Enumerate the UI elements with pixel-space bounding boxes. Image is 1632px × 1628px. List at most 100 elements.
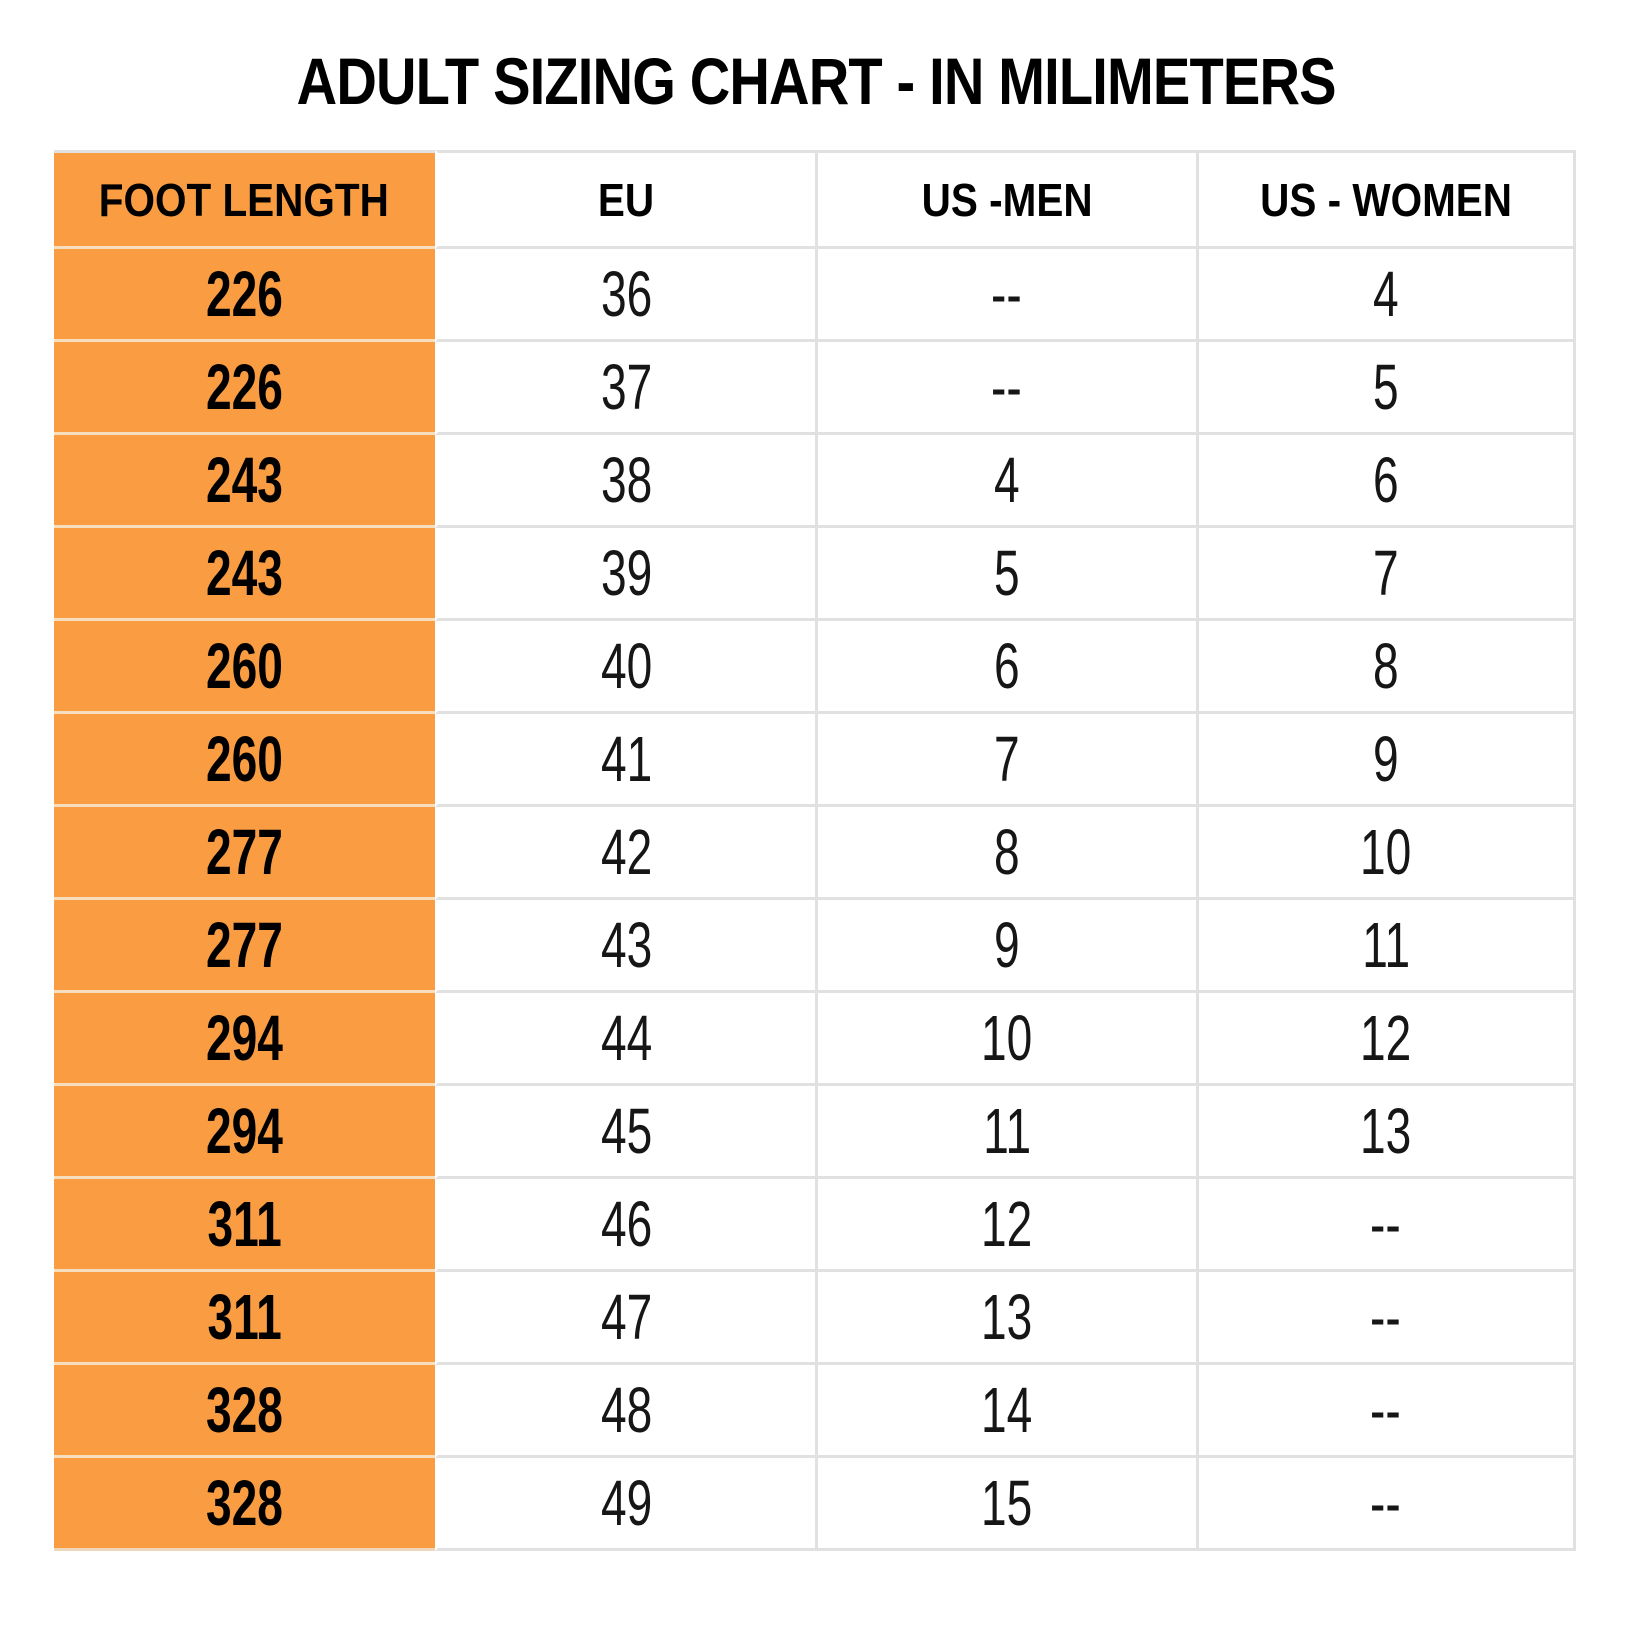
table-row: 294 45 11 13: [54, 1086, 1576, 1179]
cell-value: --: [1370, 1374, 1402, 1446]
cell-us-women: 7: [1195, 528, 1576, 621]
cell-value: 7: [993, 723, 1020, 795]
cell-eu: 44: [434, 993, 815, 1086]
cell-value: 311: [207, 1188, 282, 1260]
cell-value: 4: [993, 444, 1020, 516]
cell-value: 47: [600, 1281, 652, 1353]
table-row: 328 48 14 --: [54, 1365, 1576, 1458]
cell-value: 243: [205, 444, 283, 516]
table-row: 277 42 8 10: [54, 807, 1576, 900]
cell-value: 43: [600, 909, 652, 981]
cell-value: 12: [981, 1188, 1033, 1260]
cell-value: 294: [205, 1002, 283, 1074]
cell-value: 46: [600, 1188, 652, 1260]
cell-value: 226: [205, 258, 283, 330]
cell-value: 260: [205, 723, 283, 795]
table-row: 260 41 7 9: [54, 714, 1576, 807]
cell-us-men: 5: [815, 528, 1196, 621]
table-row: 226 36 -- 4: [54, 249, 1576, 342]
header-label: FOOT LENGTH: [99, 173, 390, 226]
page-title-text: ADULT SIZING CHART - IN MILIMETERS: [296, 44, 1336, 118]
cell-value: 5: [1372, 351, 1399, 423]
cell-value: 45: [600, 1095, 652, 1167]
cell-eu: 46: [434, 1179, 815, 1272]
cell-value: 6: [993, 630, 1020, 702]
cell-us-men: 6: [815, 621, 1196, 714]
cell-value: 9: [1372, 723, 1399, 795]
cell-us-women: 5: [1195, 342, 1576, 435]
cell-value: 10: [1360, 816, 1412, 888]
table-row: 277 43 9 11: [54, 900, 1576, 993]
cell-value: 13: [1360, 1095, 1412, 1167]
cell-us-men: 11: [815, 1086, 1196, 1179]
cell-value: 11: [1361, 909, 1410, 981]
table-row: 311 47 13 --: [54, 1272, 1576, 1365]
cell-value: 11: [982, 1095, 1031, 1167]
table-row: 226 37 -- 5: [54, 342, 1576, 435]
cell-eu: 39: [434, 528, 815, 621]
cell-value: --: [1370, 1467, 1402, 1539]
cell-us-men: 4: [815, 435, 1196, 528]
cell-value: 260: [205, 630, 283, 702]
table-row: 243 38 4 6: [54, 435, 1576, 528]
cell-eu: 45: [434, 1086, 815, 1179]
cell-us-women: 13: [1195, 1086, 1576, 1179]
cell-foot-length: 328: [54, 1458, 435, 1551]
cell-value: --: [991, 258, 1023, 330]
cell-value: 277: [205, 816, 283, 888]
cell-value: 37: [600, 351, 652, 423]
cell-value: 7: [1372, 537, 1399, 609]
cell-eu: 41: [434, 714, 815, 807]
cell-value: 39: [600, 537, 652, 609]
table-row: 328 49 15 --: [54, 1458, 1576, 1551]
cell-value: 48: [600, 1374, 652, 1446]
table-row: 294 44 10 12: [54, 993, 1576, 1086]
cell-us-men: 15: [815, 1458, 1196, 1551]
cell-us-women: 4: [1195, 249, 1576, 342]
cell-us-women: 6: [1195, 435, 1576, 528]
cell-value: 49: [600, 1467, 652, 1539]
cell-value: 10: [981, 1002, 1033, 1074]
cell-foot-length: 294: [54, 993, 435, 1086]
cell-eu: 38: [434, 435, 815, 528]
cell-us-men: 7: [815, 714, 1196, 807]
cell-value: 311: [207, 1281, 282, 1353]
cell-value: 14: [981, 1374, 1033, 1446]
cell-value: 5: [993, 537, 1020, 609]
cell-foot-length: 260: [54, 714, 435, 807]
cell-eu: 49: [434, 1458, 815, 1551]
cell-value: 328: [205, 1467, 283, 1539]
cell-value: --: [1370, 1188, 1402, 1260]
cell-foot-length: 311: [54, 1272, 435, 1365]
cell-us-women: 9: [1195, 714, 1576, 807]
cell-eu: 40: [434, 621, 815, 714]
cell-value: 226: [205, 351, 283, 423]
cell-value: 8: [1372, 630, 1399, 702]
cell-us-men: 8: [815, 807, 1196, 900]
cell-value: 8: [993, 816, 1020, 888]
table-row: 243 39 5 7: [54, 528, 1576, 621]
cell-value: 42: [600, 816, 652, 888]
cell-us-men: --: [815, 342, 1196, 435]
cell-value: 36: [600, 258, 652, 330]
cell-eu: 36: [434, 249, 815, 342]
cell-foot-length: 243: [54, 528, 435, 621]
cell-value: --: [1370, 1281, 1402, 1353]
cell-us-men: 13: [815, 1272, 1196, 1365]
cell-foot-length: 226: [54, 342, 435, 435]
page-title: ADULT SIZING CHART - IN MILIMETERS: [0, 48, 1632, 114]
cell-foot-length: 311: [54, 1179, 435, 1272]
cell-foot-length: 260: [54, 621, 435, 714]
cell-foot-length: 328: [54, 1365, 435, 1458]
sizing-table: FOOT LENGTH EU US -MEN US - WOMEN 226 36…: [54, 150, 1576, 1551]
cell-value: --: [991, 351, 1023, 423]
cell-us-women: 8: [1195, 621, 1576, 714]
cell-us-women: 12: [1195, 993, 1576, 1086]
cell-value: 4: [1372, 258, 1399, 330]
cell-eu: 47: [434, 1272, 815, 1365]
cell-value: 294: [205, 1095, 283, 1167]
header-label: US -MEN: [921, 173, 1093, 226]
cell-eu: 37: [434, 342, 815, 435]
cell-value: 40: [600, 630, 652, 702]
cell-value: 41: [600, 723, 652, 795]
